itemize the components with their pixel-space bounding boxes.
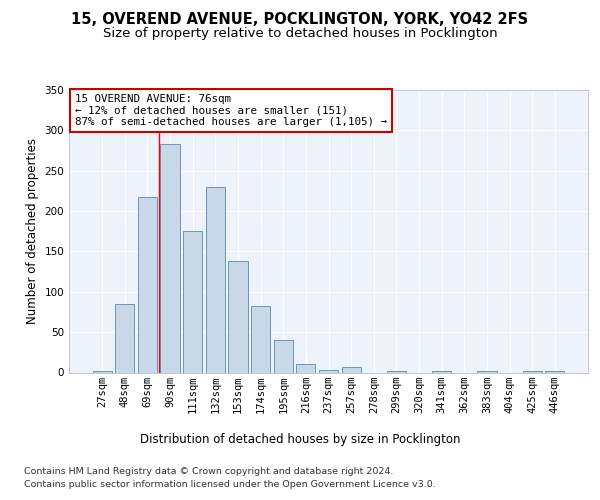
Y-axis label: Number of detached properties: Number of detached properties [26, 138, 39, 324]
Bar [319, 370, 338, 372]
Bar [160, 144, 180, 372]
Bar [251, 306, 270, 372]
Bar [341, 367, 361, 372]
Bar [274, 340, 293, 372]
Text: Contains public sector information licensed under the Open Government Licence v3: Contains public sector information licen… [24, 480, 436, 489]
Bar [523, 371, 542, 372]
Bar [183, 231, 202, 372]
Bar [432, 371, 451, 372]
Text: Size of property relative to detached houses in Pocklington: Size of property relative to detached ho… [103, 28, 497, 40]
Bar [387, 371, 406, 372]
Bar [138, 196, 157, 372]
Bar [477, 371, 497, 372]
Text: 15 OVEREND AVENUE: 76sqm
← 12% of detached houses are smaller (151)
87% of semi-: 15 OVEREND AVENUE: 76sqm ← 12% of detach… [75, 94, 387, 128]
Bar [229, 261, 248, 372]
Bar [296, 364, 316, 372]
Bar [115, 304, 134, 372]
Bar [206, 187, 225, 372]
Text: 15, OVEREND AVENUE, POCKLINGTON, YORK, YO42 2FS: 15, OVEREND AVENUE, POCKLINGTON, YORK, Y… [71, 12, 529, 28]
Bar [545, 371, 565, 372]
Text: Contains HM Land Registry data © Crown copyright and database right 2024.: Contains HM Land Registry data © Crown c… [24, 468, 394, 476]
Bar [92, 371, 112, 372]
Text: Distribution of detached houses by size in Pocklington: Distribution of detached houses by size … [140, 432, 460, 446]
